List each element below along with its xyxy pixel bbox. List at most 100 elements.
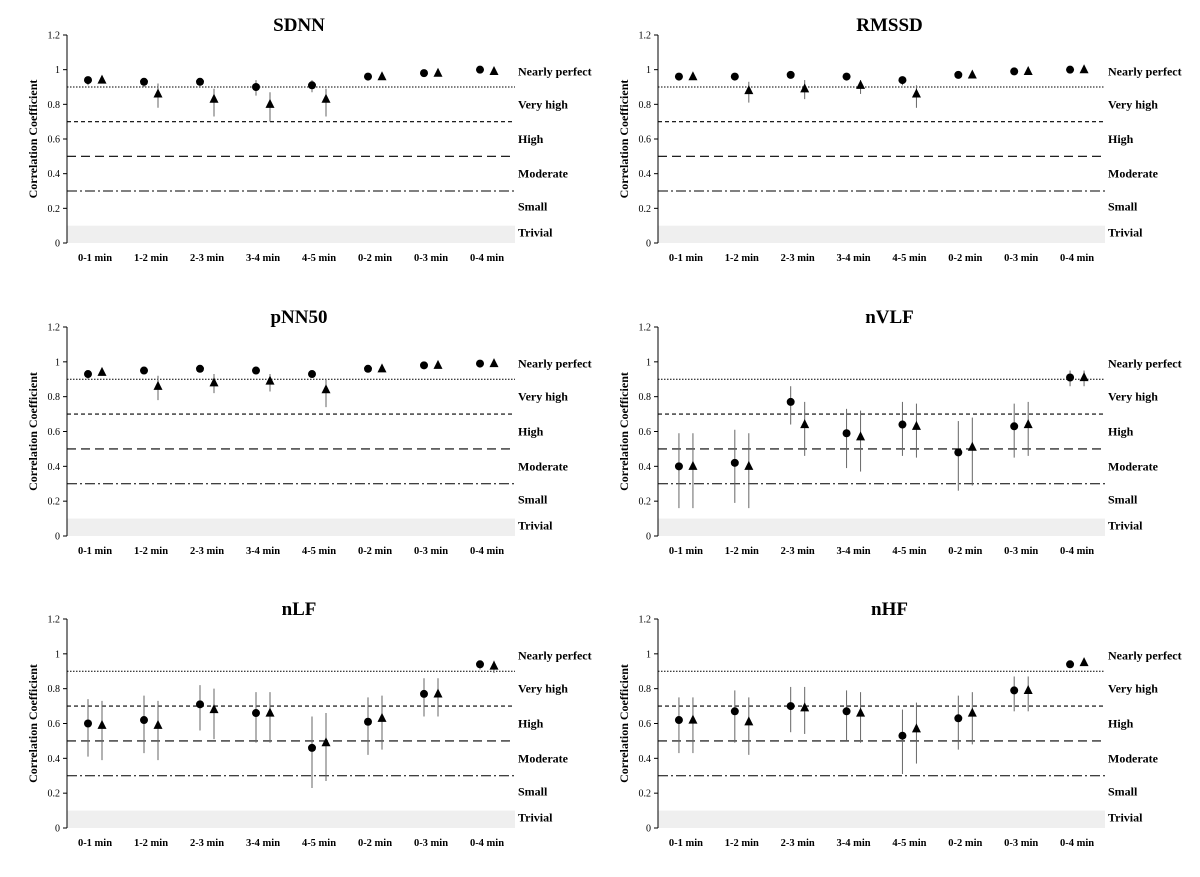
data-point-triangle: [97, 719, 107, 729]
x-tick-label: 0-1 min: [669, 838, 703, 849]
zone-label-nearly-perfect: Nearly perfect: [518, 64, 592, 78]
data-point-triangle: [856, 431, 866, 441]
zone-label-high: High: [518, 132, 544, 146]
y-tick-label: 1: [646, 649, 651, 660]
data-point-circle: [196, 364, 204, 373]
y-tick-label: 0.8: [639, 100, 652, 111]
data-point-circle: [252, 709, 260, 718]
data-point-triangle: [1079, 657, 1089, 667]
data-point-circle: [954, 714, 963, 723]
data-point-circle: [140, 77, 148, 86]
zone-label-small: Small: [1108, 784, 1138, 798]
x-tick-label: 0-3 min: [414, 253, 448, 264]
zone-label-very-high: Very high: [518, 390, 568, 404]
x-tick-label: 3-4 min: [837, 253, 871, 264]
data-point-triangle: [321, 384, 331, 394]
y-tick-label: 0: [646, 824, 651, 835]
x-tick-label: 0-2 min: [358, 838, 392, 849]
y-tick-label: 0.8: [48, 684, 61, 695]
y-tick-label: 0: [55, 239, 60, 250]
x-tick-label: 0-1 min: [78, 838, 112, 849]
x-tick-label: 0-3 min: [1004, 838, 1038, 849]
zone-label-high: High: [518, 425, 544, 439]
x-tick-label: 1-2 min: [725, 838, 759, 849]
x-tick-label: 1-2 min: [134, 253, 168, 264]
y-tick-label: 0.8: [48, 392, 61, 403]
y-tick-label: 1.2: [48, 323, 61, 334]
data-point-circle: [196, 700, 204, 709]
data-point-triangle: [744, 460, 754, 470]
x-tick-label: 0-4 min: [1060, 546, 1094, 557]
data-point-circle: [476, 359, 484, 368]
data-point-circle: [1066, 660, 1075, 669]
y-axis-label: Correlation Coefficient: [26, 80, 40, 199]
chart-title: RMSSD: [856, 15, 923, 36]
y-tick-label: 1: [55, 65, 60, 76]
data-point-circle: [898, 731, 907, 740]
data-point-triangle: [911, 88, 921, 98]
data-point-triangle: [1023, 419, 1033, 429]
chart-title: SDNN: [273, 15, 325, 36]
data-point-circle: [1066, 65, 1075, 74]
data-point-circle: [1010, 67, 1019, 76]
data-point-circle: [420, 689, 428, 698]
data-point-triangle: [321, 737, 331, 747]
data-point-triangle: [209, 704, 219, 714]
zone-label-very-high: Very high: [1108, 390, 1158, 404]
x-tick-label: 0-4 min: [470, 546, 504, 557]
data-point-circle: [364, 72, 372, 81]
data-point-circle: [786, 702, 795, 711]
data-point-circle: [842, 707, 851, 716]
data-point-triangle: [1023, 66, 1033, 75]
data-point-circle: [730, 458, 739, 467]
chart-title: nVLF: [865, 307, 914, 328]
data-point-triangle: [1079, 64, 1089, 74]
chart-title: nHF: [871, 599, 908, 620]
x-tick-label: 0-1 min: [78, 253, 112, 264]
x-tick-label: 3-4 min: [246, 838, 280, 849]
data-point-triangle: [377, 71, 387, 81]
zone-label-moderate: Moderate: [518, 751, 569, 765]
y-tick-label: 0.6: [639, 719, 652, 730]
y-tick-label: 0: [646, 239, 651, 250]
data-point-circle: [84, 370, 92, 379]
panel-pnn50: 0 0.2 0.4 0.6 0.8 1 1.2 Correlation Coefficient…: [26, 307, 592, 557]
zone-label-small: Small: [518, 200, 548, 214]
data-point-triangle: [433, 359, 443, 369]
x-tick-label: 3-4 min: [246, 253, 280, 264]
data-point-circle: [730, 707, 739, 716]
data-point-triangle: [209, 377, 219, 387]
y-tick-label: 0.2: [48, 789, 61, 800]
trivial-band: [67, 225, 515, 243]
trivial-band: [658, 810, 1105, 828]
data-point-circle: [476, 65, 484, 74]
data-point-triangle: [688, 714, 698, 724]
zone-label-nearly-perfect: Nearly perfect: [518, 357, 592, 371]
data-point-triangle: [153, 88, 163, 98]
zone-label-trivial: Trivial: [518, 226, 553, 240]
x-tick-label: 4-5 min: [892, 253, 926, 264]
y-tick-label: 0: [646, 532, 651, 543]
data-point-triangle: [489, 660, 499, 670]
x-tick-label: 0-4 min: [470, 838, 504, 849]
data-point-triangle: [265, 707, 275, 717]
data-point-triangle: [209, 93, 219, 103]
data-point-triangle: [1023, 685, 1033, 695]
x-tick-label: 2-3 min: [190, 838, 224, 849]
x-tick-label: 4-5 min: [892, 838, 926, 849]
data-point-triangle: [153, 380, 163, 390]
y-tick-label: 0.2: [639, 789, 652, 800]
zone-label-nearly-perfect: Nearly perfect: [1108, 649, 1182, 663]
zone-label-nearly-perfect: Nearly perfect: [518, 649, 592, 663]
zone-label-very-high: Very high: [518, 97, 568, 111]
x-tick-label: 0-3 min: [414, 838, 448, 849]
panel-rmssd: 0 0.2 0.4 0.6 0.8 1 1.2 Correlation Coefficient…: [617, 15, 1182, 264]
data-point-triangle: [433, 688, 443, 698]
x-tick-label: 0-4 min: [1060, 253, 1094, 264]
y-axis-label: Correlation Coefficient: [26, 372, 40, 491]
y-tick-label: 0.2: [639, 204, 652, 215]
data-point-circle: [140, 366, 148, 375]
y-tick-label: 0.2: [639, 497, 652, 508]
data-point-circle: [364, 364, 372, 373]
